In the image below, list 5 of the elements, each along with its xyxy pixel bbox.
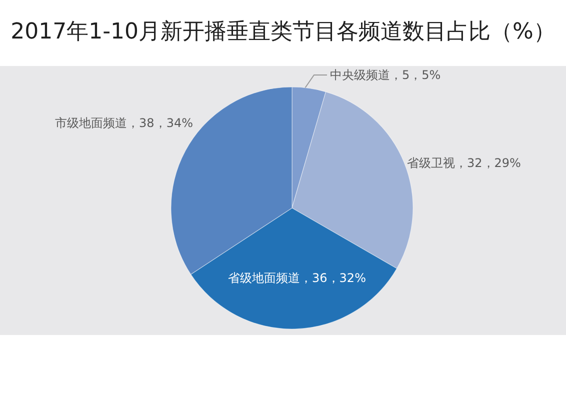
slice-label: 省级地面频道，36，32% xyxy=(228,271,366,285)
chart-title: 2017年1-10月新开播垂直类节目各频道数目占比（%） xyxy=(10,20,556,44)
slice-label: 市级地面频道，38，34% xyxy=(55,116,193,130)
slice-label: 中央级频道，5，5% xyxy=(330,68,441,82)
slice-label: 省级卫视，32，29% xyxy=(407,156,521,170)
